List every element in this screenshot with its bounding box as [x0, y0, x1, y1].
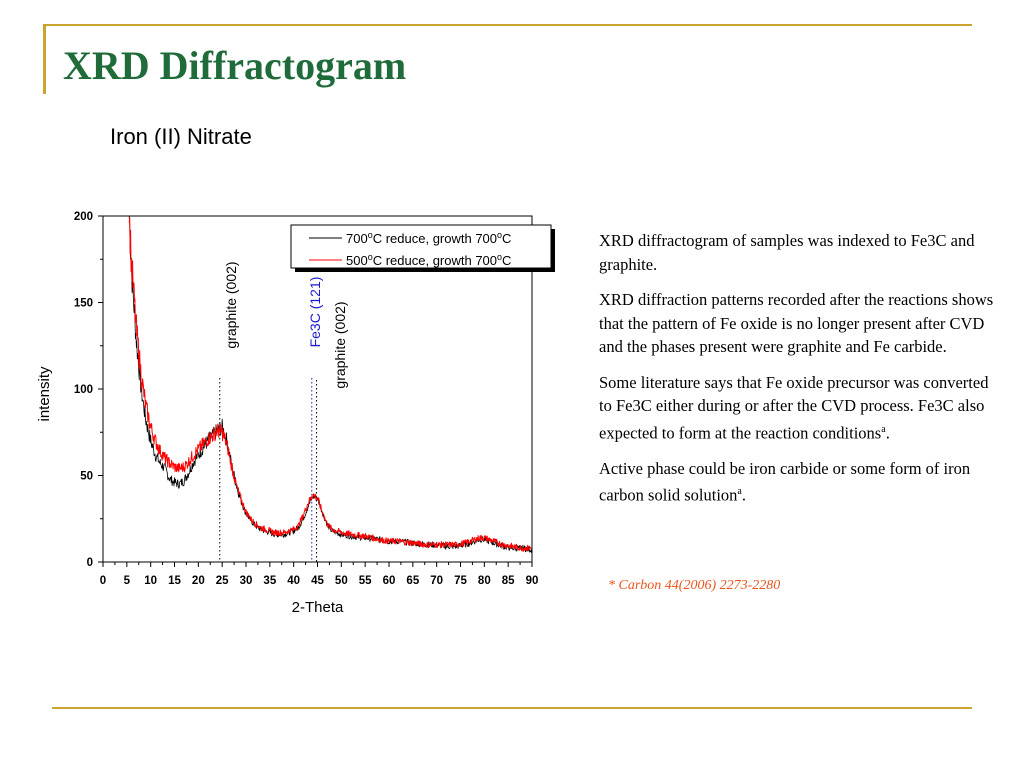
degree-superscript: o [497, 252, 502, 262]
x-tick-label: 25 [216, 575, 229, 587]
x-tick-label: 80 [478, 575, 491, 587]
paragraph: Active phase could be iron carbide or so… [599, 457, 999, 508]
paragraph-tail: . [885, 423, 890, 442]
legend-entry: 700oC reduce, growth 700oC [346, 230, 511, 246]
x-tick-label: 50 [335, 575, 348, 587]
footnote-marker: a [737, 486, 742, 497]
x-tick-label: 70 [430, 575, 443, 587]
paragraph-text: Some literature says that Fe oxide precu… [599, 372, 989, 443]
x-tick-label: 60 [383, 575, 396, 587]
x-axis-label: 2-Theta [292, 599, 344, 616]
x-tick-label: 90 [526, 575, 539, 587]
peak-label: graphite (002) [332, 301, 348, 388]
x-tick-label: 40 [287, 575, 300, 587]
legend-text: 700 [346, 231, 368, 246]
paragraph-tail: . [741, 485, 746, 505]
degree-superscript: o [497, 230, 502, 240]
x-tick-label: 30 [240, 575, 253, 587]
peak-label: graphite (002) [223, 261, 239, 348]
paragraph-text: Active phase could be iron carbide or so… [599, 458, 971, 505]
x-tick-label: 15 [168, 575, 181, 587]
x-tick-label: 75 [454, 575, 467, 587]
y-tick-label: 200 [74, 211, 93, 223]
degree-superscript: o [368, 252, 373, 262]
legend-entry: 500oC reduce, growth 700oC [346, 252, 511, 268]
x-tick-label: 35 [263, 575, 276, 587]
y-tick-label: 0 [87, 557, 93, 569]
legend-box [290, 224, 552, 269]
series-line [128, 217, 532, 552]
top-rule [43, 24, 972, 26]
paragraph: XRD diffraction patterns recorded after … [599, 288, 999, 359]
legend-text: C [502, 231, 511, 246]
y-tick-label: 100 [74, 384, 93, 396]
legend-text: C [502, 253, 511, 268]
bottom-rule [52, 707, 972, 709]
x-tick-label: 10 [144, 575, 157, 587]
y-axis-label: intensity [36, 366, 53, 422]
x-tick-label: 85 [502, 575, 515, 587]
x-tick-label: 0 [100, 575, 106, 587]
x-tick-label: 65 [406, 575, 419, 587]
x-tick-label: 20 [192, 575, 205, 587]
footnote-marker: a [881, 423, 886, 435]
legend-text: C reduce, growth 700 [373, 231, 497, 246]
paragraph-text: XRD diffractogram of samples was indexed… [599, 231, 975, 274]
slide-subtitle: Iron (II) Nitrate [110, 124, 252, 149]
peak-label: Fe3C (121) [307, 277, 323, 348]
x-tick-label: 5 [124, 575, 131, 587]
paragraph: Some literature says that Fe oxide precu… [599, 371, 999, 445]
body-text: XRD diffractogram of samples was indexed… [599, 229, 999, 519]
y-tick-label: 50 [80, 471, 93, 483]
y-tick-label: 150 [74, 298, 93, 310]
slide-title: XRD Diffractogram [63, 43, 407, 88]
legend-text: C reduce, growth 700 [373, 253, 497, 268]
x-tick-label: 55 [359, 575, 372, 587]
x-tick-label: 45 [311, 575, 324, 587]
citation: * Carbon 44(2006) 2273-2280 [608, 578, 781, 593]
paragraph: XRD diffractogram of samples was indexed… [599, 229, 999, 276]
side-rule [43, 24, 46, 94]
degree-superscript: o [368, 230, 373, 240]
legend-text: 500 [346, 253, 368, 268]
paragraph-text: XRD diffraction patterns recorded after … [599, 290, 994, 356]
